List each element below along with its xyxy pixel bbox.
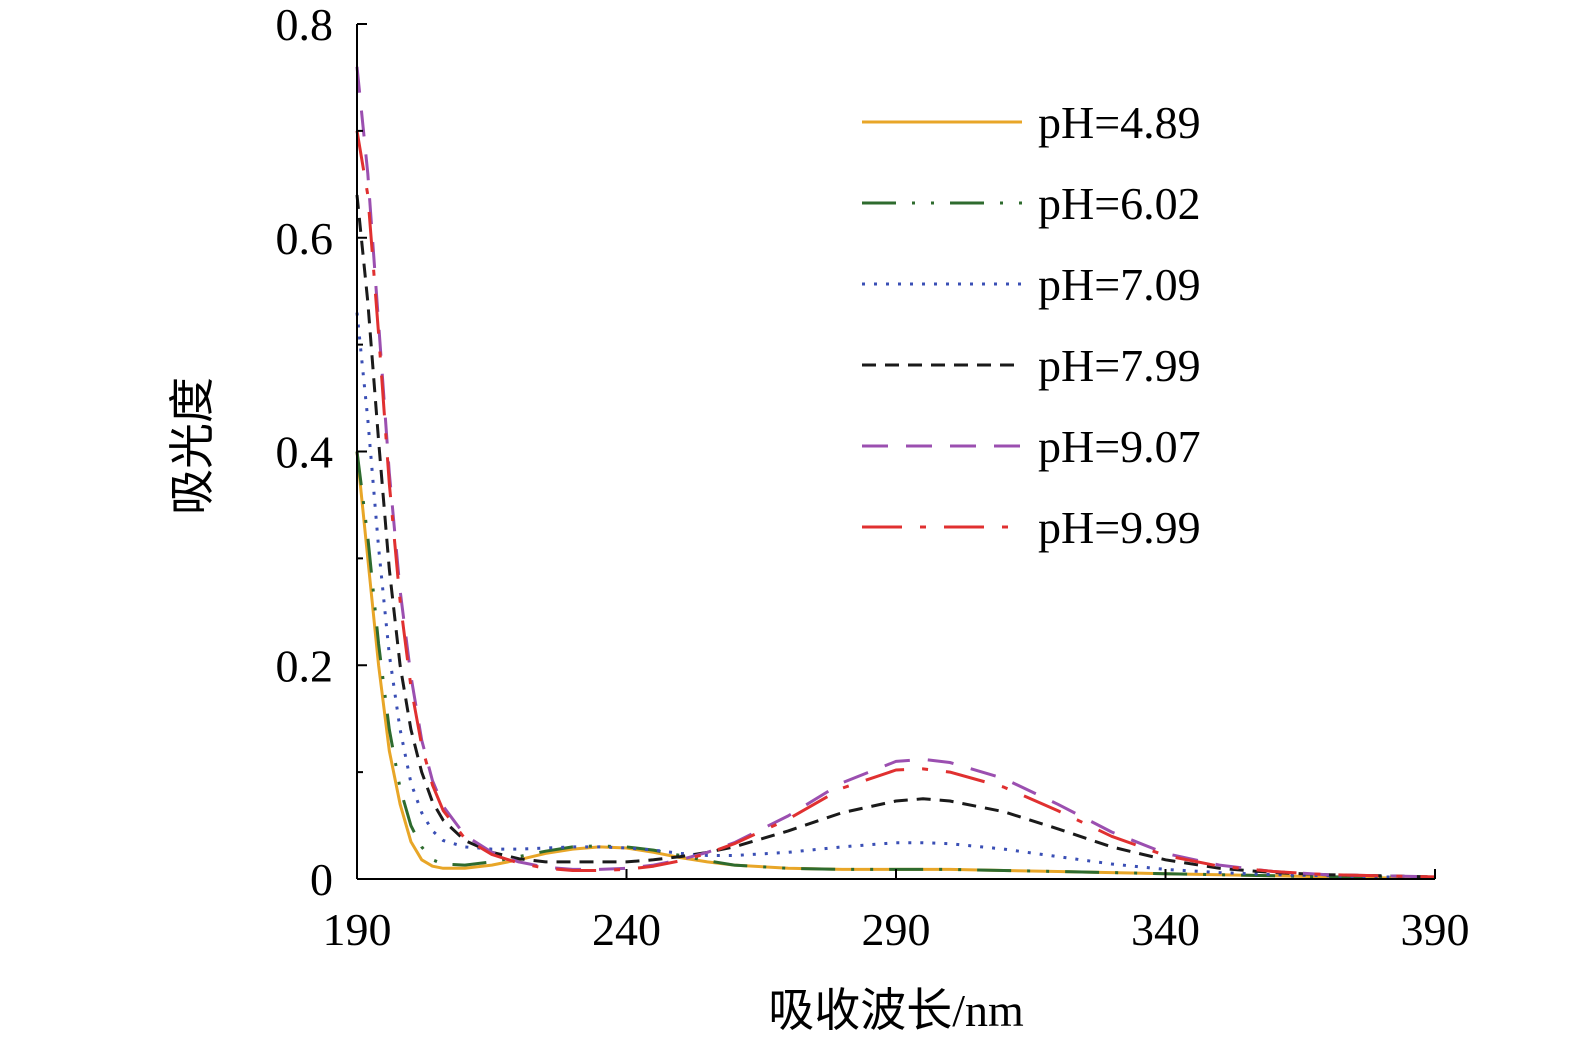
- ticks: [356, 23, 1436, 880]
- x-tick-label: 190: [323, 904, 392, 955]
- axes: [356, 24, 1435, 880]
- series-lines: [355, 66, 1436, 880]
- series-line-6: [355, 130, 1436, 879]
- series-line-1: [355, 451, 1435, 880]
- x-tick-label: 290: [862, 904, 931, 955]
- legend-label-2: pH=6.02: [1038, 178, 1201, 229]
- y-tick-label: 0.6: [276, 213, 334, 264]
- legend: pH=4.89 pH=6.02 pH=7.09 pH=7.99 pH=9.07 pH=9.…: [862, 97, 1201, 553]
- legend-label-4: pH=7.99: [1038, 340, 1201, 391]
- series-line-4: [355, 194, 1436, 879]
- legend-label-6: pH=9.99: [1038, 502, 1201, 553]
- legend-label-3: pH=7.09: [1038, 259, 1201, 310]
- legend-label-1: pH=4.89: [1038, 97, 1201, 148]
- series-line-2: [355, 451, 1436, 880]
- y-tick-label: 0.8: [276, 0, 334, 50]
- y-tick-label: 0: [310, 854, 333, 905]
- y-tick-label: 0.2: [276, 640, 334, 691]
- y-axis-title: 吸光度: [167, 377, 218, 515]
- x-axis-title: 吸收波长/nm: [768, 985, 1024, 1036]
- series-line-5: [355, 66, 1436, 879]
- x-tick-label: 340: [1131, 904, 1200, 955]
- x-tick-label: 390: [1401, 904, 1470, 955]
- y-tick-label: 0.4: [276, 427, 334, 478]
- tick-labels: 0 0.2 0.4 0.6 0.8 190 240 290 340 390: [276, 0, 1470, 955]
- legend-label-5: pH=9.07: [1038, 421, 1201, 472]
- x-tick-label: 240: [592, 904, 661, 955]
- series-line-3: [355, 312, 1436, 880]
